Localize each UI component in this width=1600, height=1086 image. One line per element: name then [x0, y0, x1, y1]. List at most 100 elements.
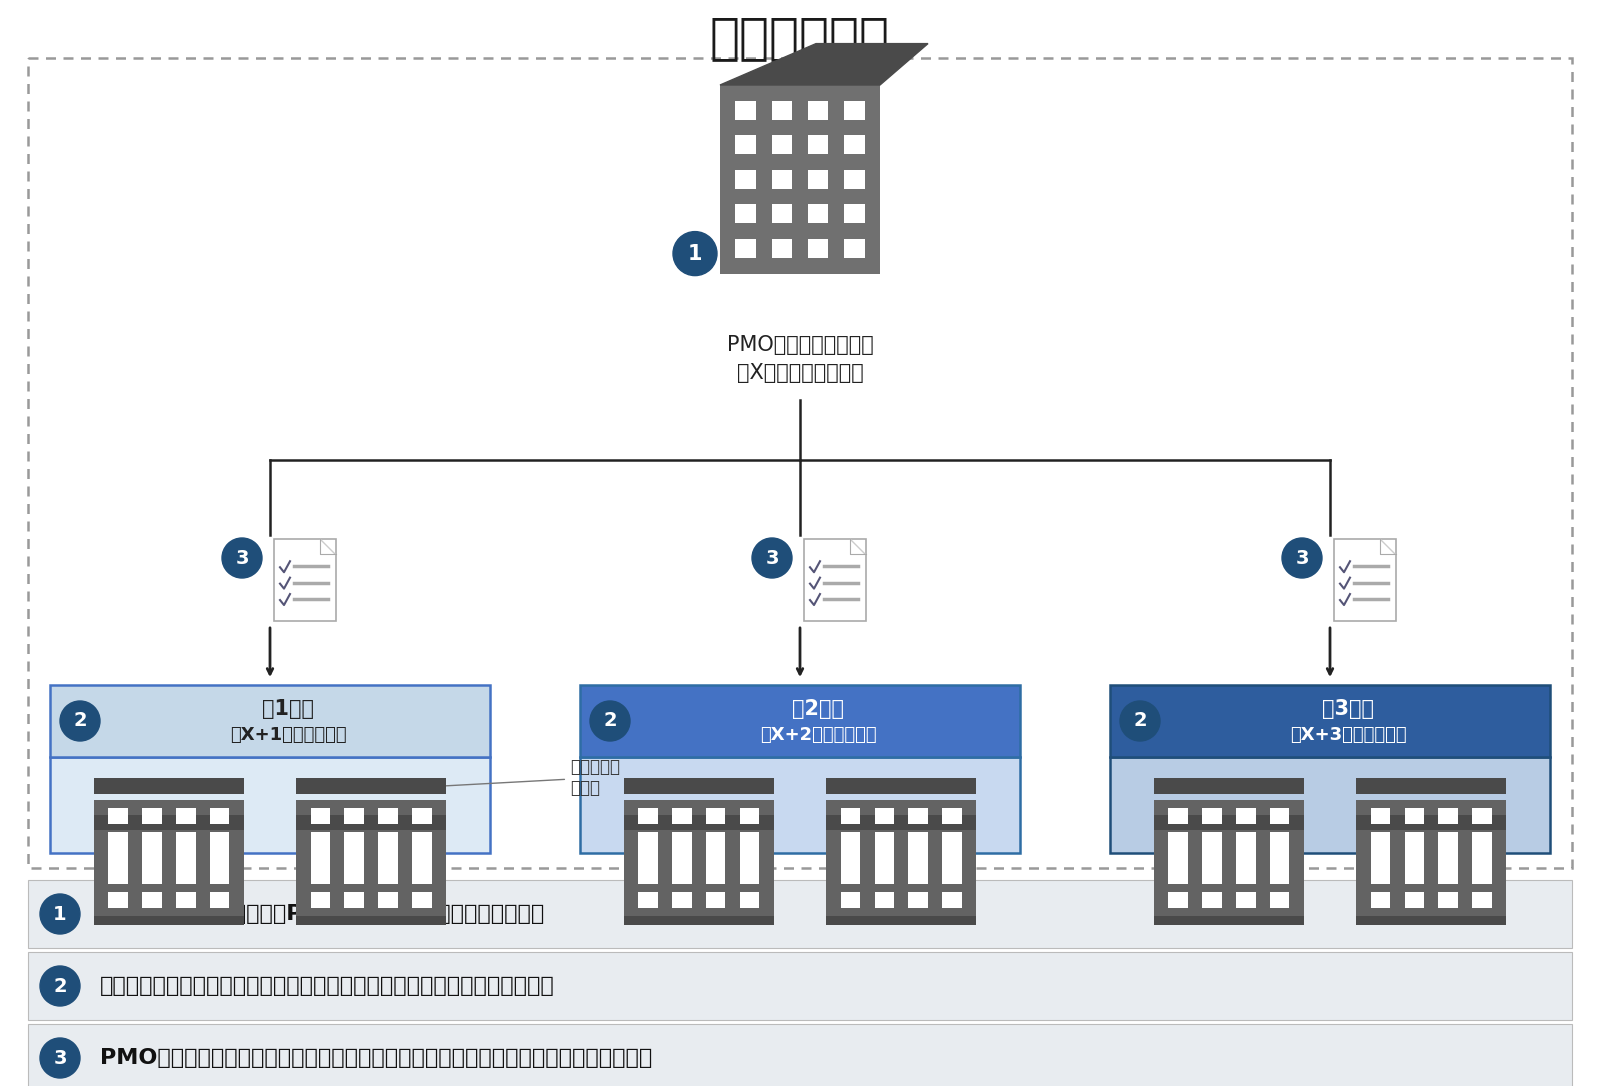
FancyBboxPatch shape: [310, 869, 330, 884]
FancyBboxPatch shape: [739, 869, 760, 884]
FancyBboxPatch shape: [1405, 832, 1424, 848]
Text: 2: 2: [1133, 711, 1147, 731]
FancyBboxPatch shape: [210, 856, 229, 871]
FancyBboxPatch shape: [1168, 892, 1187, 908]
FancyBboxPatch shape: [1202, 845, 1222, 860]
FancyBboxPatch shape: [739, 892, 760, 908]
FancyBboxPatch shape: [638, 845, 658, 860]
Circle shape: [222, 538, 262, 578]
FancyBboxPatch shape: [274, 539, 336, 621]
FancyBboxPatch shape: [1438, 845, 1458, 860]
FancyBboxPatch shape: [909, 869, 928, 884]
FancyBboxPatch shape: [1357, 880, 1506, 888]
FancyBboxPatch shape: [706, 856, 725, 871]
FancyBboxPatch shape: [378, 808, 398, 824]
FancyBboxPatch shape: [909, 832, 928, 848]
Text: PMO（取りまとめ役）: PMO（取りまとめ役）: [726, 334, 874, 355]
FancyBboxPatch shape: [1202, 808, 1222, 824]
FancyBboxPatch shape: [875, 856, 894, 871]
FancyBboxPatch shape: [109, 832, 128, 848]
FancyBboxPatch shape: [1371, 832, 1390, 848]
FancyBboxPatch shape: [909, 808, 928, 824]
FancyBboxPatch shape: [840, 892, 861, 908]
FancyBboxPatch shape: [344, 845, 363, 860]
Circle shape: [1282, 538, 1322, 578]
FancyBboxPatch shape: [826, 880, 976, 888]
FancyBboxPatch shape: [344, 832, 363, 848]
FancyBboxPatch shape: [310, 832, 330, 848]
FancyBboxPatch shape: [1110, 757, 1550, 853]
FancyBboxPatch shape: [840, 856, 861, 871]
Text: 第3集団: 第3集団: [1322, 699, 1374, 719]
Circle shape: [61, 700, 99, 741]
Text: 2: 2: [603, 711, 618, 731]
FancyBboxPatch shape: [1472, 808, 1491, 824]
FancyBboxPatch shape: [638, 832, 658, 848]
FancyBboxPatch shape: [296, 779, 446, 794]
FancyBboxPatch shape: [624, 800, 774, 880]
FancyBboxPatch shape: [1202, 869, 1222, 884]
FancyBboxPatch shape: [739, 832, 760, 848]
FancyBboxPatch shape: [942, 892, 962, 908]
FancyBboxPatch shape: [638, 856, 658, 871]
FancyBboxPatch shape: [296, 800, 446, 880]
FancyBboxPatch shape: [1438, 856, 1458, 871]
FancyBboxPatch shape: [739, 845, 760, 860]
FancyBboxPatch shape: [1405, 808, 1424, 824]
FancyBboxPatch shape: [142, 856, 162, 871]
FancyBboxPatch shape: [50, 757, 490, 853]
Circle shape: [590, 700, 630, 741]
FancyBboxPatch shape: [1235, 832, 1256, 848]
FancyBboxPatch shape: [176, 832, 195, 848]
FancyBboxPatch shape: [706, 845, 725, 860]
FancyBboxPatch shape: [94, 779, 243, 794]
Circle shape: [40, 967, 80, 1006]
FancyBboxPatch shape: [1235, 845, 1256, 860]
FancyBboxPatch shape: [296, 836, 446, 915]
FancyBboxPatch shape: [1357, 779, 1506, 794]
FancyBboxPatch shape: [94, 800, 243, 880]
Circle shape: [752, 538, 792, 578]
FancyBboxPatch shape: [413, 892, 432, 908]
Text: 3: 3: [765, 548, 779, 568]
FancyBboxPatch shape: [808, 239, 829, 257]
FancyBboxPatch shape: [624, 779, 774, 794]
FancyBboxPatch shape: [843, 169, 864, 189]
Text: 第2集団: 第2集団: [792, 699, 845, 719]
FancyBboxPatch shape: [29, 58, 1571, 868]
FancyBboxPatch shape: [1235, 856, 1256, 871]
FancyBboxPatch shape: [176, 808, 195, 824]
FancyBboxPatch shape: [1235, 869, 1256, 884]
FancyBboxPatch shape: [942, 845, 962, 860]
FancyBboxPatch shape: [1371, 808, 1390, 824]
Text: グループ内
の各社: グループ内 の各社: [414, 758, 621, 797]
FancyBboxPatch shape: [875, 845, 894, 860]
FancyBboxPatch shape: [672, 808, 691, 824]
FancyBboxPatch shape: [378, 856, 398, 871]
FancyBboxPatch shape: [1270, 856, 1290, 871]
FancyBboxPatch shape: [1371, 869, 1390, 884]
FancyBboxPatch shape: [672, 832, 691, 848]
FancyBboxPatch shape: [672, 869, 691, 884]
Text: 定年延長実施済みの中核企業をPMO（取りまとめ役）として設定する: 定年延長実施済みの中核企業をPMO（取りまとめ役）として設定する: [99, 904, 546, 924]
FancyBboxPatch shape: [413, 808, 432, 824]
FancyBboxPatch shape: [1154, 779, 1304, 794]
FancyBboxPatch shape: [771, 101, 792, 119]
FancyBboxPatch shape: [142, 845, 162, 860]
FancyBboxPatch shape: [1202, 832, 1222, 848]
Text: （X年度に先行実施）: （X年度に先行実施）: [736, 363, 864, 383]
FancyBboxPatch shape: [1270, 832, 1290, 848]
Text: 企業グループ: 企業グループ: [710, 14, 890, 62]
FancyBboxPatch shape: [142, 892, 162, 908]
FancyBboxPatch shape: [296, 880, 446, 888]
FancyBboxPatch shape: [29, 952, 1571, 1020]
FancyBboxPatch shape: [378, 892, 398, 908]
FancyBboxPatch shape: [210, 832, 229, 848]
FancyBboxPatch shape: [826, 915, 976, 924]
FancyBboxPatch shape: [94, 880, 243, 888]
FancyBboxPatch shape: [176, 856, 195, 871]
FancyBboxPatch shape: [1110, 685, 1550, 757]
FancyBboxPatch shape: [826, 836, 976, 915]
FancyBboxPatch shape: [1168, 845, 1187, 860]
FancyBboxPatch shape: [736, 239, 757, 257]
